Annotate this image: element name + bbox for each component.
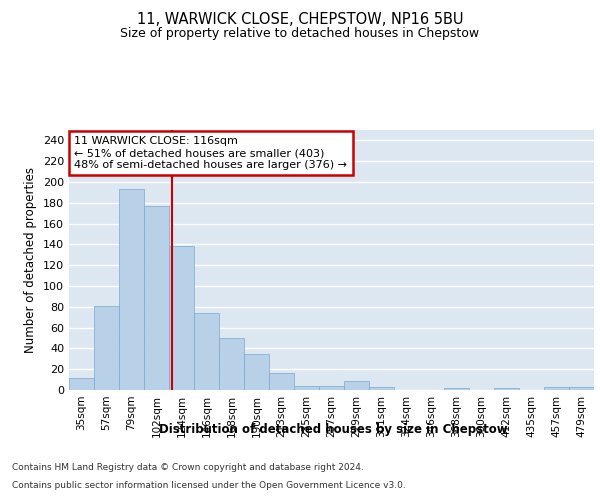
Text: 11 WARWICK CLOSE: 116sqm
← 51% of detached houses are smaller (403)
48% of semi-: 11 WARWICK CLOSE: 116sqm ← 51% of detach… bbox=[74, 136, 347, 170]
Bar bbox=[369, 387, 394, 390]
Bar bbox=[244, 354, 269, 390]
Bar bbox=[94, 306, 119, 390]
Text: Distribution of detached houses by size in Chepstow: Distribution of detached houses by size … bbox=[158, 422, 508, 436]
Text: 11, WARWICK CLOSE, CHEPSTOW, NP16 5BU: 11, WARWICK CLOSE, CHEPSTOW, NP16 5BU bbox=[137, 12, 463, 28]
Text: Contains public sector information licensed under the Open Government Licence v3: Contains public sector information licen… bbox=[12, 481, 406, 490]
Bar bbox=[319, 386, 344, 390]
Bar bbox=[444, 388, 469, 390]
Bar bbox=[144, 206, 169, 390]
Text: Contains HM Land Registry data © Crown copyright and database right 2024.: Contains HM Land Registry data © Crown c… bbox=[12, 464, 364, 472]
Bar bbox=[69, 378, 94, 390]
Bar bbox=[569, 387, 594, 390]
Bar bbox=[494, 388, 519, 390]
Bar bbox=[119, 190, 144, 390]
Bar bbox=[544, 387, 569, 390]
Bar bbox=[344, 380, 369, 390]
Bar bbox=[169, 246, 194, 390]
Text: Size of property relative to detached houses in Chepstow: Size of property relative to detached ho… bbox=[121, 28, 479, 40]
Bar bbox=[219, 338, 244, 390]
Bar bbox=[194, 313, 219, 390]
Y-axis label: Number of detached properties: Number of detached properties bbox=[25, 167, 37, 353]
Bar bbox=[294, 386, 319, 390]
Bar bbox=[269, 374, 294, 390]
